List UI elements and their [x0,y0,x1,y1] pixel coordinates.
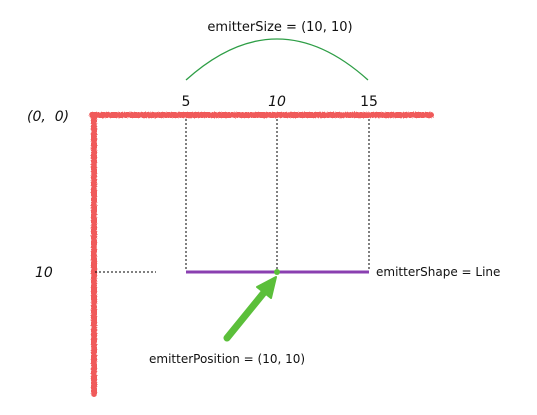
x-tick-5: 5 [182,94,191,110]
position-label: emitterPosition = (10, 10) [149,352,305,366]
x-tick-15: 15 [360,94,378,110]
position-arrow [223,276,277,342]
shape-label: emitterShape = Line [376,265,500,279]
y-tick-10: 10 [35,265,53,281]
origin-label: (0, 0) [27,109,69,125]
emitter-position-dot [274,269,280,275]
size-arc [185,38,369,81]
x-tick-10: 10 [268,94,286,110]
size-label: emitterSize = (10, 10) [207,20,352,35]
